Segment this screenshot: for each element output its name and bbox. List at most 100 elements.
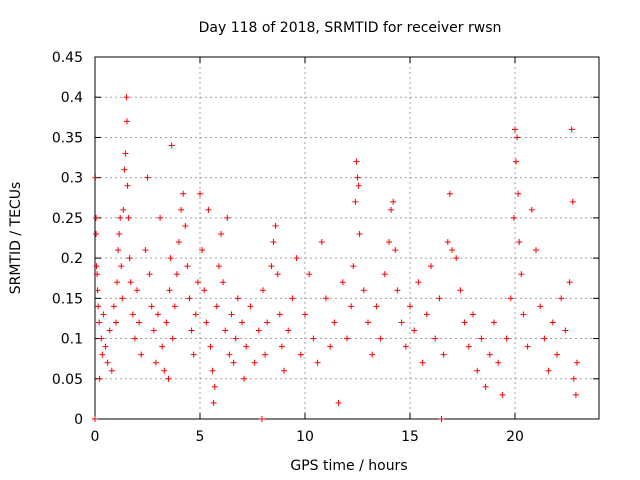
y-tick-label: 0.2 bbox=[61, 251, 83, 267]
data-point bbox=[453, 255, 460, 262]
data-point bbox=[159, 343, 166, 350]
data-point bbox=[377, 335, 384, 342]
data-point bbox=[570, 375, 577, 382]
data-point bbox=[419, 359, 426, 366]
data-point bbox=[247, 303, 254, 310]
data-point bbox=[515, 190, 522, 197]
data-point bbox=[146, 271, 153, 278]
x-tick-label: 20 bbox=[506, 429, 524, 445]
x-axis-label: GPS time / hours bbox=[290, 458, 407, 474]
data-point bbox=[440, 351, 447, 358]
data-point bbox=[390, 198, 397, 205]
data-point bbox=[293, 255, 300, 262]
data-point bbox=[226, 351, 233, 358]
data-point bbox=[176, 239, 182, 246]
data-points bbox=[92, 94, 580, 422]
data-point bbox=[558, 295, 565, 302]
data-point bbox=[572, 391, 579, 398]
y-tick-label: 0.4 bbox=[61, 90, 83, 106]
data-point bbox=[251, 359, 258, 366]
y-tick-label: 0.45 bbox=[52, 50, 83, 66]
data-point bbox=[213, 303, 220, 310]
y-tick-label: 0.1 bbox=[61, 332, 83, 348]
y-axis-label: SRMTID / TECUs bbox=[8, 182, 24, 295]
data-point bbox=[114, 279, 121, 286]
data-point bbox=[228, 311, 235, 318]
data-point bbox=[514, 134, 521, 141]
data-point bbox=[297, 351, 304, 358]
data-point bbox=[218, 230, 224, 237]
data-point bbox=[465, 343, 472, 350]
data-point bbox=[243, 343, 250, 350]
data-point bbox=[314, 359, 321, 366]
data-point bbox=[131, 335, 138, 342]
data-point bbox=[566, 279, 573, 286]
data-point bbox=[241, 375, 248, 382]
data-point bbox=[423, 311, 430, 318]
data-point bbox=[407, 303, 413, 310]
data-point bbox=[369, 351, 376, 358]
data-point bbox=[113, 319, 119, 326]
data-point bbox=[155, 311, 161, 318]
data-point bbox=[165, 375, 172, 382]
data-point bbox=[335, 399, 342, 406]
data-point bbox=[394, 287, 401, 294]
data-point bbox=[264, 319, 271, 326]
data-point bbox=[510, 214, 517, 221]
data-point bbox=[197, 190, 203, 197]
data-point bbox=[116, 230, 123, 237]
data-point bbox=[545, 367, 552, 374]
data-point bbox=[96, 375, 103, 382]
y-tick-label: 0.15 bbox=[52, 291, 83, 307]
data-point bbox=[353, 158, 360, 165]
data-point bbox=[268, 263, 275, 270]
data-point bbox=[194, 279, 201, 286]
data-point bbox=[192, 311, 199, 318]
data-point bbox=[415, 279, 422, 286]
data-point bbox=[94, 271, 101, 278]
data-point bbox=[457, 287, 464, 294]
data-point bbox=[224, 214, 231, 221]
data-point bbox=[104, 359, 111, 366]
data-point bbox=[148, 303, 155, 310]
data-point bbox=[562, 327, 569, 334]
data-point bbox=[230, 359, 237, 366]
data-point bbox=[123, 118, 130, 125]
data-point bbox=[125, 214, 132, 221]
data-point bbox=[339, 279, 346, 286]
data-point bbox=[528, 206, 535, 213]
data-point bbox=[180, 190, 187, 197]
data-point bbox=[120, 206, 127, 213]
y-tick-label: 0.05 bbox=[52, 372, 83, 388]
data-point bbox=[167, 255, 174, 262]
data-point bbox=[136, 319, 143, 326]
data-point bbox=[513, 158, 520, 165]
data-point bbox=[360, 287, 367, 294]
data-point bbox=[520, 311, 527, 318]
data-point bbox=[327, 343, 334, 350]
data-point bbox=[310, 335, 317, 342]
data-point bbox=[99, 351, 106, 358]
data-point bbox=[388, 206, 395, 213]
data-point bbox=[127, 279, 134, 286]
data-point bbox=[161, 367, 168, 374]
data-point bbox=[474, 367, 481, 374]
data-point bbox=[123, 94, 130, 101]
x-tick-label: 10 bbox=[296, 429, 314, 445]
data-point bbox=[126, 255, 133, 262]
data-point bbox=[278, 343, 285, 350]
data-point bbox=[449, 247, 455, 254]
data-point bbox=[350, 263, 357, 270]
data-point bbox=[554, 351, 560, 358]
data-point bbox=[306, 271, 313, 278]
data-point bbox=[129, 311, 136, 318]
y-tick-label: 0.35 bbox=[52, 130, 83, 146]
data-point bbox=[323, 295, 329, 302]
data-point bbox=[144, 174, 151, 181]
data-point bbox=[491, 319, 497, 326]
data-point bbox=[168, 142, 175, 149]
data-point bbox=[507, 295, 514, 302]
data-point bbox=[573, 359, 580, 366]
data-point bbox=[142, 247, 149, 254]
chart-title: Day 118 of 2018, SRMTID for receiver rws… bbox=[199, 20, 502, 36]
